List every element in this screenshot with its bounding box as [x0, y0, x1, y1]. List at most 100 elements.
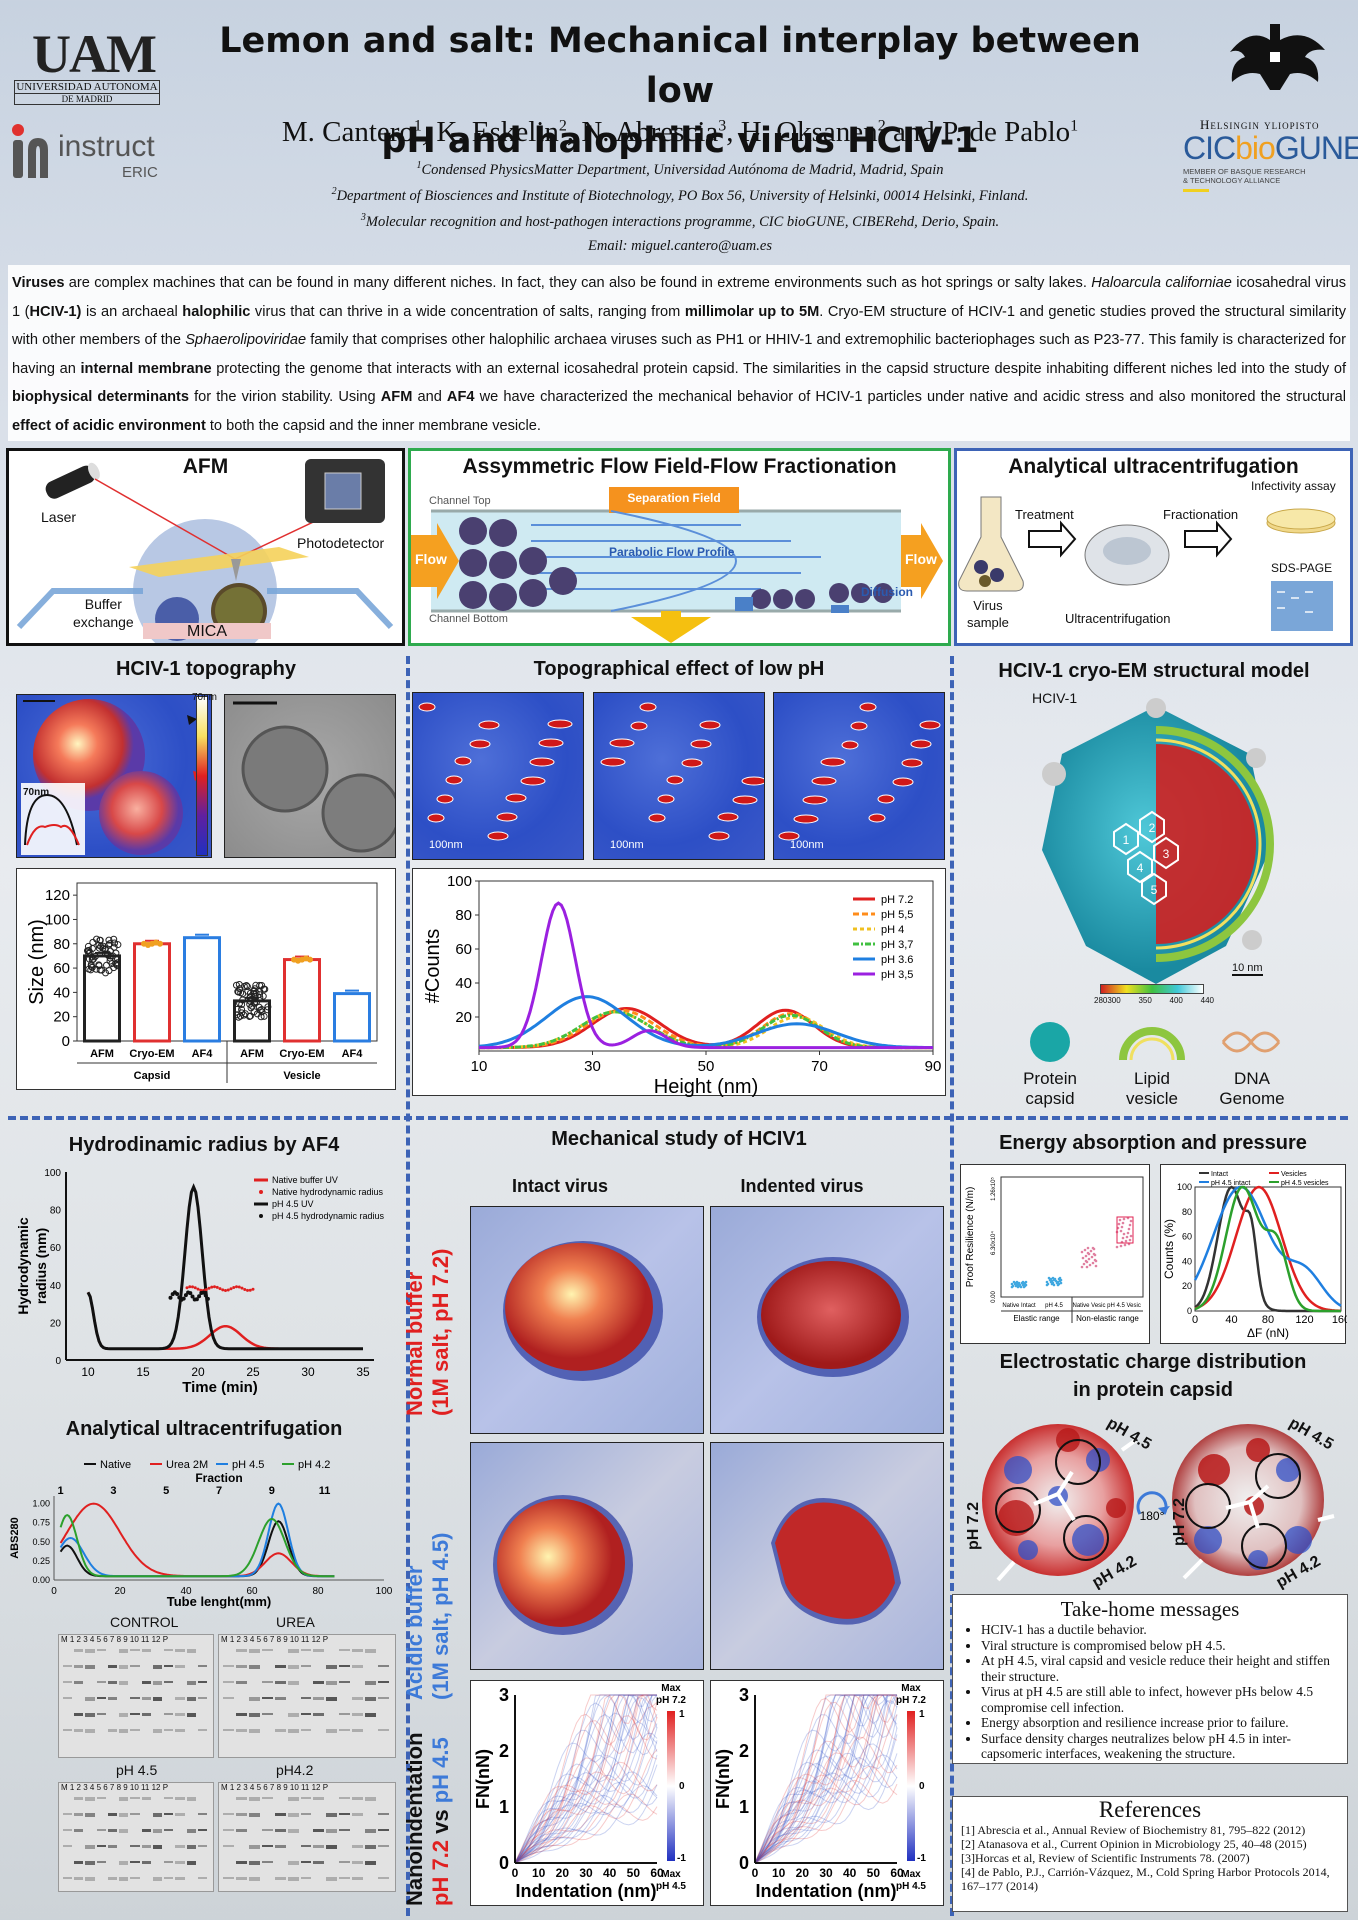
virus-particle	[681, 758, 703, 768]
gel-band	[300, 1697, 312, 1699]
x-tick-label: 40	[603, 1866, 617, 1880]
mech-normal-indented	[710, 1206, 944, 1434]
gel-band	[248, 1697, 260, 1701]
resilience-point	[1086, 1246, 1090, 1250]
gel-band	[74, 1829, 84, 1832]
native-radius-point	[188, 1285, 192, 1289]
y-axis-label: Proof Resilience (N/m)	[965, 1187, 976, 1288]
afm-topography-render	[21, 699, 203, 855]
size-point	[96, 936, 104, 944]
resilience-point	[1045, 1280, 1049, 1284]
gel-band	[119, 1729, 129, 1733]
height-series-line	[479, 901, 933, 1050]
native-radius-point	[248, 1288, 252, 1292]
indentation-curve	[754, 1754, 898, 1864]
y-tick-label: 80	[53, 936, 70, 953]
resilience-point	[1017, 1281, 1021, 1285]
indentation-curve	[754, 1694, 897, 1864]
x-tick-label: 40	[180, 1586, 192, 1597]
gel-band	[274, 1845, 286, 1848]
resilience-point	[1125, 1235, 1129, 1239]
virus-particle	[427, 813, 445, 823]
gel-band	[287, 1861, 299, 1865]
resilience-point	[1092, 1252, 1096, 1256]
afm-buffer-label: Buffer exchange	[73, 596, 134, 630]
colorbar-top: pH 7.2	[656, 1695, 686, 1706]
gel-band	[235, 1681, 247, 1684]
virus-particle	[868, 813, 886, 823]
x-tick-label: 30	[579, 1866, 593, 1880]
gel-band	[313, 1829, 325, 1832]
x-tick-label: 80	[1262, 1314, 1274, 1326]
y-tick-label: 0	[739, 1853, 749, 1873]
virus-particle	[699, 720, 721, 730]
y-tick-label: 1.26x10⁵	[990, 1177, 997, 1201]
gel-band	[197, 1665, 207, 1667]
af4-flow-right: Flow	[905, 551, 937, 567]
colorbar-max: Max	[901, 1683, 921, 1694]
hex-label-3: 3	[1163, 847, 1170, 861]
native-radius-point	[191, 1285, 194, 1289]
native-radius-point	[224, 1288, 227, 1292]
gel-band	[378, 1877, 389, 1879]
hex-label-1: 1	[1123, 833, 1130, 847]
gel-band	[152, 1681, 163, 1685]
size-point	[83, 947, 91, 955]
size-bar	[183, 936, 221, 1043]
hydro-title: Hydrodinamic radius by AF4	[68, 1134, 340, 1156]
indentation-curve	[514, 1771, 658, 1864]
affiliation-1: 1Condensed PhysicsMatter Department, Uni…	[416, 160, 944, 178]
x-tick-label: 40	[1225, 1314, 1237, 1326]
indentation-curve	[754, 1694, 898, 1864]
native-radius-point	[210, 1285, 214, 1289]
resilience-point	[1117, 1222, 1121, 1226]
resilience-point	[1119, 1244, 1123, 1248]
indentation-curve	[754, 1694, 898, 1864]
gel-band	[186, 1797, 196, 1801]
colorbar-bottom: pH 4.5	[896, 1881, 926, 1892]
x-category-label: AFM	[90, 1048, 114, 1060]
gel-band	[339, 1713, 351, 1715]
gel-control: M 1 2 3 4 5 6 7 8 9 10 11 12 P	[58, 1634, 214, 1758]
gel-band	[248, 1713, 260, 1717]
indentation-curve	[514, 1694, 657, 1864]
resilience-point	[1122, 1232, 1126, 1236]
indentation-curve	[754, 1779, 898, 1864]
indentation-curve	[514, 1694, 658, 1864]
afm-panel: AFM Laser Photodetector Buffer exchange M…	[6, 448, 405, 646]
y-tick-label: 6.30x10⁴	[990, 1231, 997, 1255]
indentation-curve	[514, 1754, 658, 1864]
native-radius-point	[207, 1286, 211, 1290]
fraction-tick-label: 1	[58, 1485, 64, 1497]
gel-band	[300, 1845, 312, 1847]
size-point	[111, 939, 119, 947]
electro-title: Electrostatic charge distribution in prot…	[999, 1351, 1307, 1401]
gel-band	[339, 1861, 351, 1863]
gel-band	[223, 1829, 234, 1831]
gel-band	[248, 1665, 260, 1669]
gel-band	[63, 1829, 73, 1831]
cryo-colorbar-ticks: 280300 350 400 440	[1094, 996, 1214, 1005]
gel-band	[378, 1813, 389, 1815]
legend-label: pH 7.2	[881, 894, 913, 906]
instruct-sub: ERIC	[122, 164, 158, 181]
legend-label: Native	[100, 1459, 131, 1471]
virus-particle	[892, 777, 914, 787]
native-radius-point	[196, 1287, 200, 1291]
y-tick-label: 20	[50, 1318, 62, 1329]
helsinki-mark-icon	[1230, 24, 1325, 90]
gel-band	[164, 1829, 174, 1831]
gel-band	[274, 1829, 286, 1832]
x-tick-label: 50	[867, 1866, 881, 1880]
x-category-label: AF4	[192, 1048, 214, 1060]
y-tick-label: 0	[62, 1033, 70, 1050]
native-radius-point	[237, 1285, 241, 1289]
gel-band	[326, 1665, 338, 1669]
indentation-curve	[754, 1700, 898, 1864]
indentation-curve	[754, 1694, 897, 1864]
native-radius-point	[240, 1286, 244, 1290]
y-tick-label: 0	[1187, 1306, 1192, 1316]
indentation-curve	[754, 1714, 898, 1864]
size-point	[307, 956, 313, 963]
gel-band	[261, 1649, 273, 1651]
